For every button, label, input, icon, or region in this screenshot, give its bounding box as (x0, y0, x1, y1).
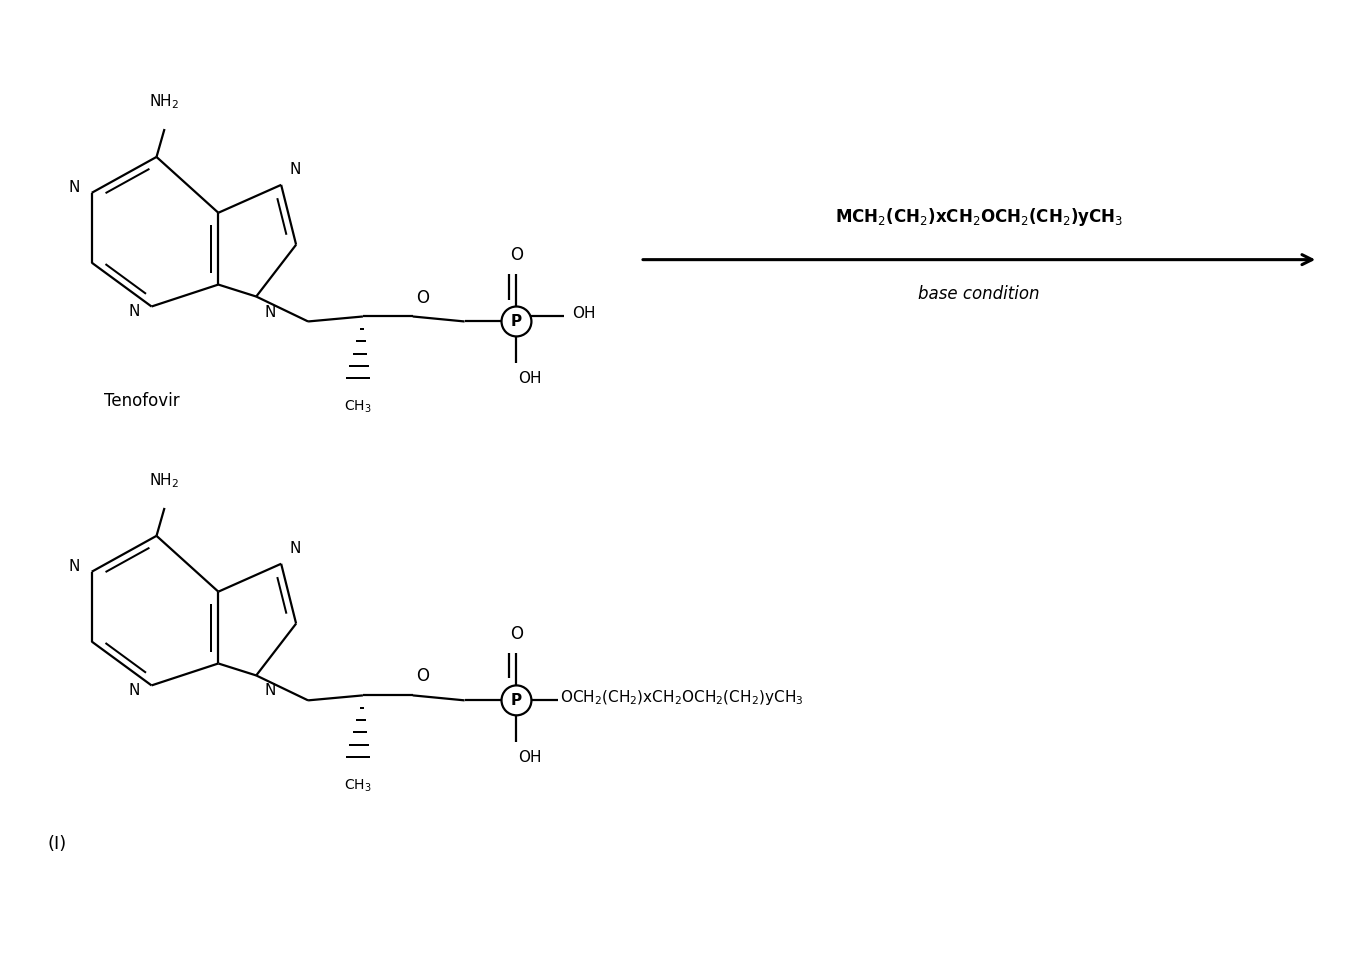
Text: OH: OH (519, 371, 542, 387)
Text: N: N (128, 683, 140, 698)
Text: P: P (510, 314, 523, 329)
Text: O: O (510, 625, 523, 643)
Text: N: N (264, 305, 275, 319)
Text: O: O (416, 288, 429, 307)
Text: OCH$_2$(CH$_2$)xCH$_2$OCH$_2$(CH$_2$)yCH$_3$: OCH$_2$(CH$_2$)xCH$_2$OCH$_2$(CH$_2$)yCH… (561, 688, 804, 707)
Text: N: N (264, 683, 275, 698)
Text: (I): (I) (48, 835, 67, 853)
Text: N: N (128, 304, 140, 319)
Text: Tenofovir: Tenofovir (103, 392, 180, 411)
Text: OH: OH (573, 306, 596, 321)
Text: base condition: base condition (919, 284, 1040, 303)
Text: N: N (68, 180, 80, 196)
Text: P: P (510, 693, 523, 708)
Text: NH$_2$: NH$_2$ (150, 471, 180, 490)
Text: CH$_3$: CH$_3$ (344, 777, 372, 793)
Text: N: N (68, 559, 80, 575)
Text: OH: OH (519, 750, 542, 765)
Text: MCH$_2$(CH$_2$)xCH$_2$OCH$_2$(CH$_2$)yCH$_3$: MCH$_2$(CH$_2$)xCH$_2$OCH$_2$(CH$_2$)yCH… (834, 205, 1123, 228)
Text: CH$_3$: CH$_3$ (344, 398, 372, 415)
Text: NH$_2$: NH$_2$ (150, 93, 180, 111)
Text: O: O (510, 246, 523, 263)
Text: N: N (289, 162, 301, 176)
Text: O: O (416, 667, 429, 685)
Text: N: N (289, 541, 301, 556)
